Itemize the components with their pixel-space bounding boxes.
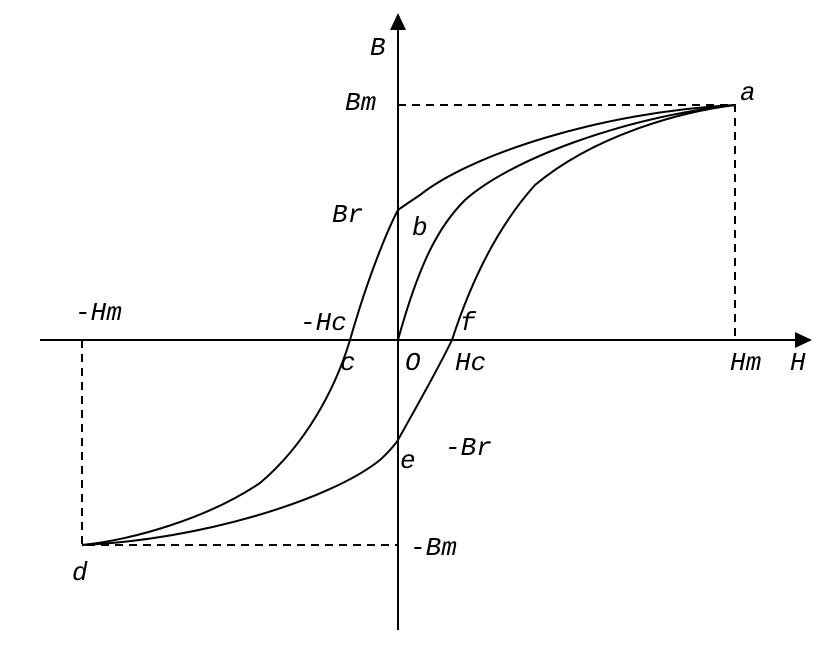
label-Bm: Bm	[345, 88, 376, 118]
point-label-c: c	[340, 348, 356, 378]
lower-loop-curve	[82, 105, 735, 545]
label-neg-Br: -Br	[445, 433, 492, 463]
label-neg-Bm: -Bm	[410, 533, 457, 563]
point-label-b: b	[412, 213, 428, 243]
x-axis-arrowhead	[795, 332, 812, 348]
point-label-a: a	[740, 78, 756, 108]
axis-label-H: H	[790, 348, 806, 378]
initial-magnetization-curve	[398, 105, 735, 340]
label-neg-Hc: -Hc	[300, 308, 347, 338]
point-label-d: d	[72, 558, 88, 588]
dashed-upper	[398, 105, 735, 340]
label-Hm: Hm	[730, 348, 761, 378]
axis-label-B: B	[370, 33, 386, 63]
point-label-f: f	[460, 308, 477, 338]
label-Br: Br	[332, 200, 363, 230]
label-neg-Hm: -Hm	[75, 298, 122, 328]
label-Hc: Hc	[455, 348, 486, 378]
upper-loop-curve	[82, 105, 735, 545]
y-axis-arrowhead	[390, 13, 406, 30]
hysteresis-diagram: B Bm a Br b -Hm -Hc f c O Hc Hm H e -Br …	[0, 0, 830, 652]
point-label-e: e	[400, 446, 416, 476]
origin-label-O: O	[405, 348, 421, 378]
